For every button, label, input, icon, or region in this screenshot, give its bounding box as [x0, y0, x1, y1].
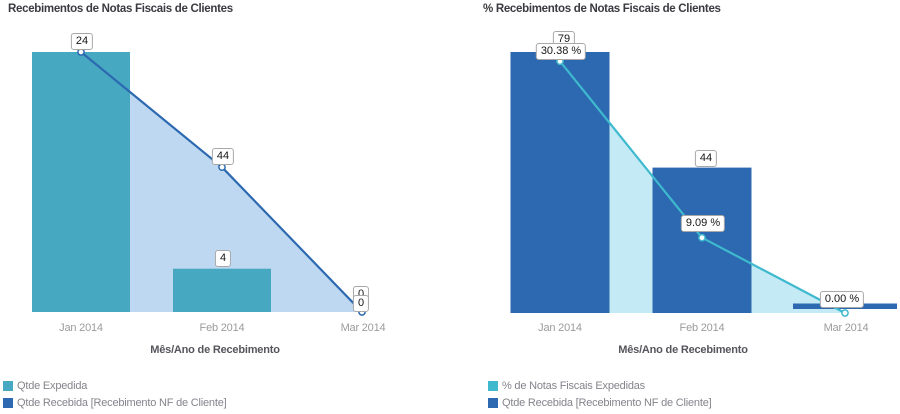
data-label: 0	[352, 295, 370, 312]
chart-title: Recebimentos de Notas Fiscais de Cliente…	[8, 3, 233, 15]
data-label: 24	[70, 33, 94, 50]
bar-jan-2014[interactable]	[510, 52, 610, 313]
x-tick-jan-2014: Jan 2014	[538, 322, 582, 334]
x-tick-mar-2014: Mar 2014	[340, 322, 386, 334]
line-point-feb-2014[interactable]	[218, 163, 226, 172]
x-axis-title: Mês/Ano de Recebimento	[150, 344, 280, 356]
legend-item-qtde-expedida[interactable]: Qtde Expedida	[3, 380, 226, 392]
legend-swatch-teal	[488, 381, 498, 391]
legend-item-qtde-recebida[interactable]: Qtde Recebida [Recebimento NF de Cliente…	[488, 397, 712, 409]
x-tick-feb-2014: Feb 2014	[199, 322, 245, 334]
legend-swatch-teal	[3, 381, 13, 391]
chart-title: % Recebimentos de Notas Fiscais de Clien…	[483, 3, 721, 15]
line-point-mar-2014[interactable]	[841, 309, 849, 317]
legend-label: Qtde Recebida [Recebimento NF de Cliente…	[17, 397, 227, 409]
area-fill-de-notas-fiscais-expedidas	[560, 61, 845, 313]
area-fill-qtde-recebida-recebimento-nf-de-cliente	[81, 52, 362, 312]
legend: Qtde Expedida Qtde Recebida [Recebimento…	[3, 380, 227, 409]
data-label: 30.38 %	[535, 43, 587, 60]
data-label: 4	[214, 250, 232, 267]
legend-label: Qtde Recebida [Recebimento NF de Cliente…	[502, 397, 712, 409]
line-point-feb-2014[interactable]	[698, 233, 706, 242]
legend: % de Notas Fiscais Expedidas Qtde Recebi…	[488, 380, 712, 409]
bar-jan-2014[interactable]	[32, 52, 130, 312]
data-label: 44	[211, 148, 235, 165]
legend-item-qtde-recebida[interactable]: Qtde Recebida [Recebimento NF de Cliente…	[3, 397, 227, 409]
legend-item-pct-expedidas[interactable]: % de Notas Fiscais Expedidas	[488, 380, 711, 392]
data-label: 0.00 %	[819, 291, 865, 308]
data-label: 44	[694, 150, 718, 167]
x-axis-title: Mês/Ano de Recebimento	[618, 344, 748, 356]
legend-label: Qtde Expedida	[17, 380, 88, 392]
data-label: 9.09 %	[680, 215, 726, 232]
x-tick-feb-2014: Feb 2014	[679, 322, 725, 334]
bar-feb-2014[interactable]	[173, 268, 271, 312]
legend-swatch-blue	[488, 398, 498, 408]
x-tick-jan-2014: Jan 2014	[59, 322, 103, 334]
x-tick-mar-2014: Mar 2014	[823, 322, 869, 334]
legend-label: % de Notas Fiscais Expedidas	[502, 380, 645, 392]
legend-swatch-blue	[3, 398, 13, 408]
